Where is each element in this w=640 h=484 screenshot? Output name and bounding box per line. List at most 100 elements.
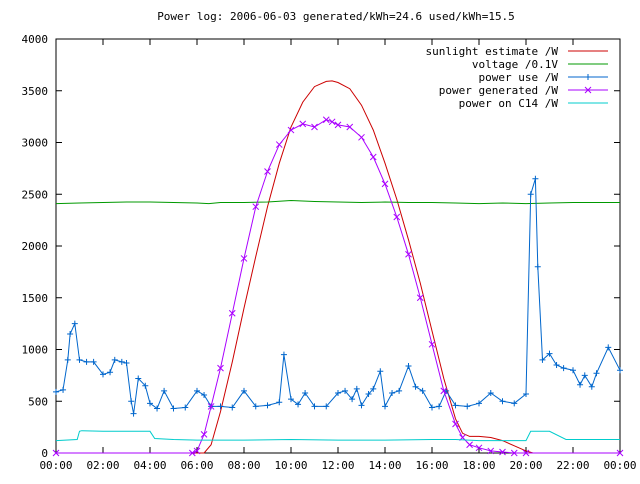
x-axis: 00:00 02:00 04:00 06:00 08:00 10:00 12:00 14:00…	[39, 39, 637, 472]
x-tick-label: 08:00	[227, 459, 260, 472]
x-tick-label: 10:00	[274, 459, 307, 472]
legend-marker	[585, 74, 591, 80]
data-point-power-use-w	[288, 396, 294, 403]
data-point-power-use-w	[389, 389, 396, 396]
y-tick-label: 1000	[22, 344, 49, 357]
data-point-power-use-w	[534, 263, 541, 270]
data-point-power-use-w	[161, 387, 168, 394]
data-point-power-generated-w	[252, 203, 260, 211]
data-point-power-use-w	[170, 405, 177, 412]
data-point-power-generated-w	[440, 387, 448, 395]
data-point-power-generated-w	[346, 123, 354, 131]
data-point-power-use-w	[76, 356, 83, 363]
y-tick-label: 3500	[22, 85, 49, 98]
series-line-sunlight-estimate-w	[56, 80, 620, 454]
data-point-power-use-w	[83, 358, 90, 365]
x-tick-label: 00:00	[39, 459, 72, 472]
data-point-power-generated-w	[287, 126, 295, 134]
data-point-power-use-w	[142, 382, 149, 389]
data-point-power-use-w	[412, 383, 419, 390]
data-point-power-use-w	[53, 388, 59, 395]
legend-label: power generated /W	[439, 84, 559, 97]
data-point-power-use-w	[499, 398, 506, 405]
data-point-power-use-w	[527, 191, 534, 198]
data-point-power-use-w	[405, 363, 412, 370]
data-point-power-generated-w	[369, 153, 377, 161]
data-point-power-use-w	[147, 400, 153, 407]
data-point-power-use-w	[128, 398, 135, 405]
data-point-power-use-w	[358, 402, 365, 409]
data-point-power-use-w	[396, 387, 403, 394]
data-point-power-use-w	[100, 371, 106, 378]
data-point-power-generated-w	[188, 449, 196, 457]
chart-title: Power log: 2006-06-03 generated/kWh=24.6…	[157, 10, 515, 23]
data-point-power-use-w	[377, 368, 384, 375]
x-tick-label: 00:00	[603, 459, 636, 472]
y-axis: 0 500 1000 1500 2000 2500 3000 3500 4000	[22, 33, 620, 460]
data-point-power-use-w	[111, 356, 118, 363]
data-point-power-generated-w	[228, 309, 236, 317]
y-tick-label: 0	[41, 447, 48, 460]
data-point-power-use-w	[60, 386, 67, 393]
series-layer	[52, 80, 624, 457]
data-point-power-use-w	[577, 381, 584, 388]
data-point-power-use-w	[546, 350, 553, 357]
legend-label: sunlight estimate /W	[426, 45, 559, 58]
data-point-power-use-w	[90, 358, 97, 365]
data-point-power-generated-w	[428, 340, 436, 348]
legend-label: power on C14 /W	[459, 97, 559, 110]
data-point-power-use-w	[135, 375, 142, 382]
legend-label: voltage /0.1V	[472, 58, 558, 71]
data-point-power-use-w	[71, 320, 78, 327]
x-tick-label: 16:00	[415, 459, 448, 472]
data-point-power-use-w	[382, 403, 388, 410]
data-point-power-use-w	[252, 403, 259, 410]
data-point-power-use-w	[349, 396, 356, 403]
data-point-power-use-w	[588, 383, 595, 390]
data-point-power-generated-w	[405, 250, 412, 258]
data-point-power-use-w	[532, 175, 539, 182]
y-tick-label: 1500	[22, 292, 49, 305]
data-point-power-use-w	[335, 389, 341, 396]
data-point-power-generated-w	[200, 431, 208, 438]
data-point-power-generated-w	[334, 121, 342, 129]
data-point-power-use-w	[464, 403, 471, 410]
data-point-power-generated-w	[475, 444, 483, 452]
data-point-power-use-w	[67, 330, 74, 337]
data-point-power-use-w	[154, 405, 161, 412]
data-point-power-generated-w	[416, 294, 424, 302]
data-point-power-generated-w	[616, 449, 624, 457]
data-point-power-use-w	[311, 403, 318, 410]
data-point-power-use-w	[130, 410, 137, 417]
x-tick-label: 04:00	[133, 459, 166, 472]
data-point-power-use-w	[118, 358, 125, 365]
data-point-power-use-w	[201, 392, 208, 399]
data-point-power-use-w	[107, 369, 114, 376]
data-point-power-use-w	[523, 391, 529, 398]
data-point-power-generated-w	[322, 116, 330, 124]
data-point-power-generated-w	[52, 449, 60, 457]
y-tick-label: 2500	[22, 188, 49, 201]
data-point-power-use-w	[276, 399, 283, 406]
x-tick-label: 14:00	[368, 459, 401, 472]
data-point-power-use-w	[370, 385, 377, 392]
data-point-power-generated-w	[264, 168, 271, 175]
data-point-power-use-w	[511, 400, 518, 407]
x-tick-label: 18:00	[462, 459, 495, 472]
data-point-power-generated-w	[328, 118, 336, 126]
data-point-power-generated-w	[452, 420, 459, 428]
data-point-power-use-w	[605, 344, 612, 351]
data-point-power-use-w	[64, 356, 71, 363]
data-point-power-generated-w	[522, 449, 530, 457]
data-point-power-use-w	[280, 351, 287, 358]
data-point-power-generated-w	[207, 403, 215, 410]
data-point-power-use-w	[295, 401, 302, 408]
data-point-power-use-w	[553, 362, 560, 369]
data-point-power-use-w	[264, 402, 271, 409]
legend-marker	[584, 86, 592, 94]
data-point-power-use-w	[429, 404, 435, 411]
data-point-power-generated-w	[510, 449, 518, 457]
